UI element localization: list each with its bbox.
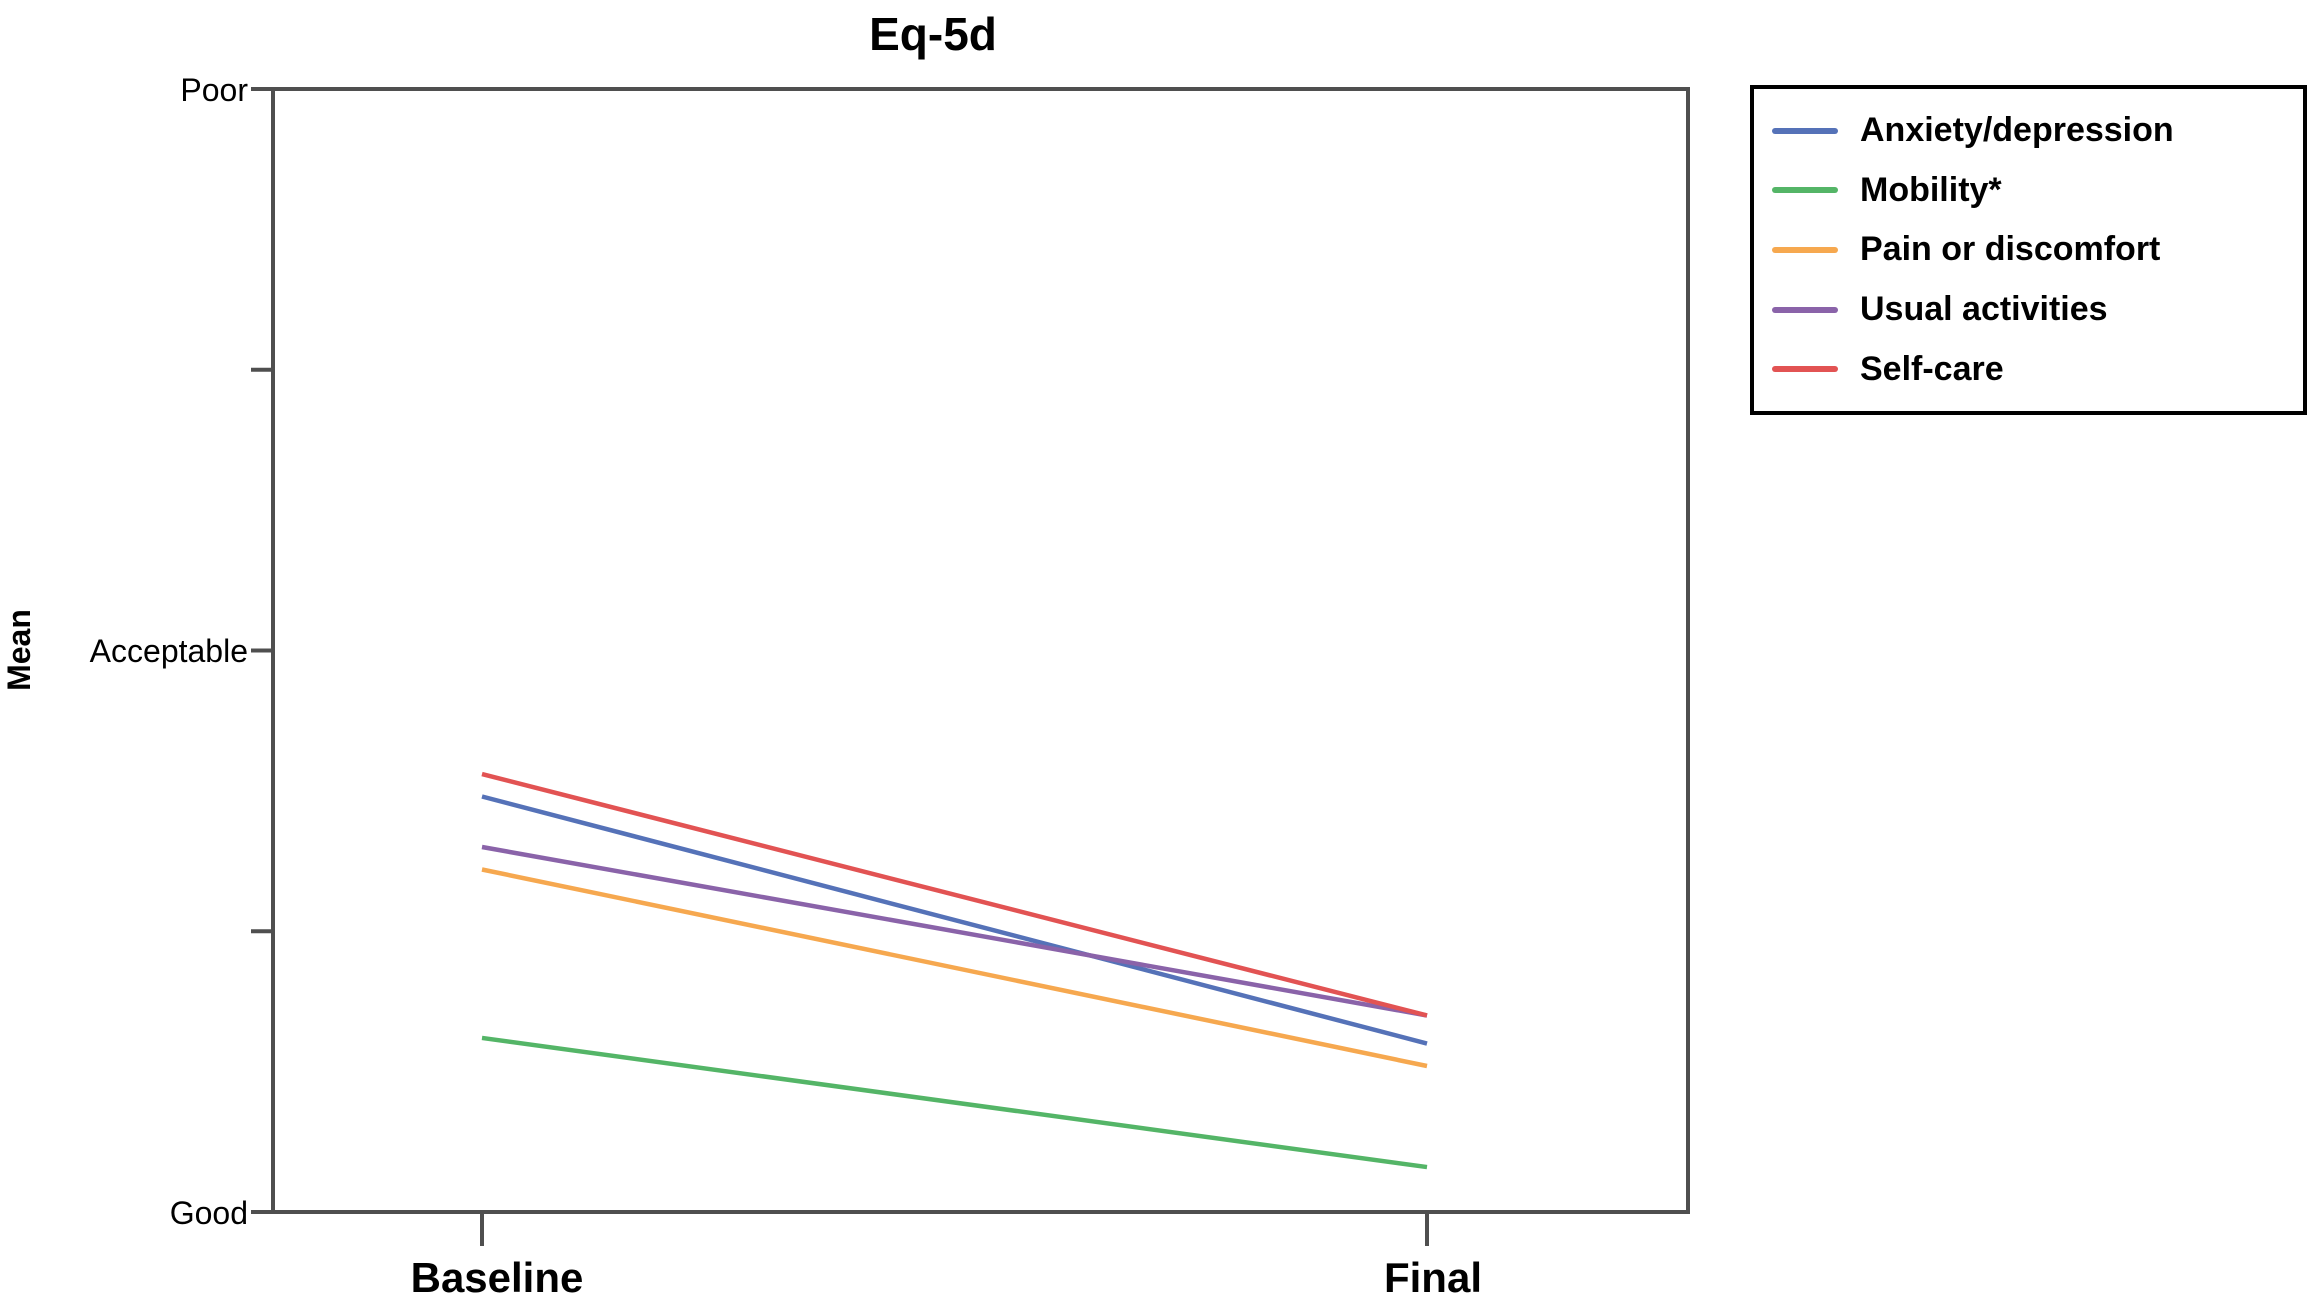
legend-label: Usual activities [1860,290,2108,329]
series-line-mobility- [481,1035,1428,1170]
series-line-self-care [481,771,1428,1018]
series-line-usual-activities [481,844,1428,1018]
legend-swatch-line-icon [1772,187,1838,194]
xcat-label-baseline: Baseline [411,1254,584,1301]
chart-title: Eq-5d [869,8,997,60]
plot-lines-group [251,87,1690,1246]
ytick-label-acceptable: Acceptable [90,633,248,669]
y-axis-title: Mean [1,609,37,691]
legend-label: Pain or discomfort [1860,230,2161,269]
legend-item: Self-care [1772,350,2293,389]
series-line-anxiety-depression [481,794,1428,1046]
legend-item: Pain or discomfort [1772,230,2293,269]
legend-label: Mobility* [1860,170,2002,209]
legend-label: Anxiety/depression [1860,111,2174,150]
legend-label: Self-care [1860,349,2004,388]
series-line-pain-or-discomfort [481,867,1428,1069]
legend-swatch-line-icon [1772,366,1838,373]
legend: Anxiety/depression Mobility* Pain or disco… [1750,85,2307,415]
xcat-label-final: Final [1384,1254,1482,1301]
legend-swatch-line-icon [1772,306,1838,313]
legend-item: Anxiety/depression [1772,111,2293,150]
legend-item: Usual activities [1772,290,2293,329]
legend-item: Mobility* [1772,171,2293,210]
legend-swatch-line-icon [1772,246,1838,253]
ytick-label-poor: Poor [180,72,248,108]
plot-border [271,87,1690,1214]
legend-swatch-line-icon [1772,127,1838,134]
ytick-label-good: Good [170,1195,248,1231]
